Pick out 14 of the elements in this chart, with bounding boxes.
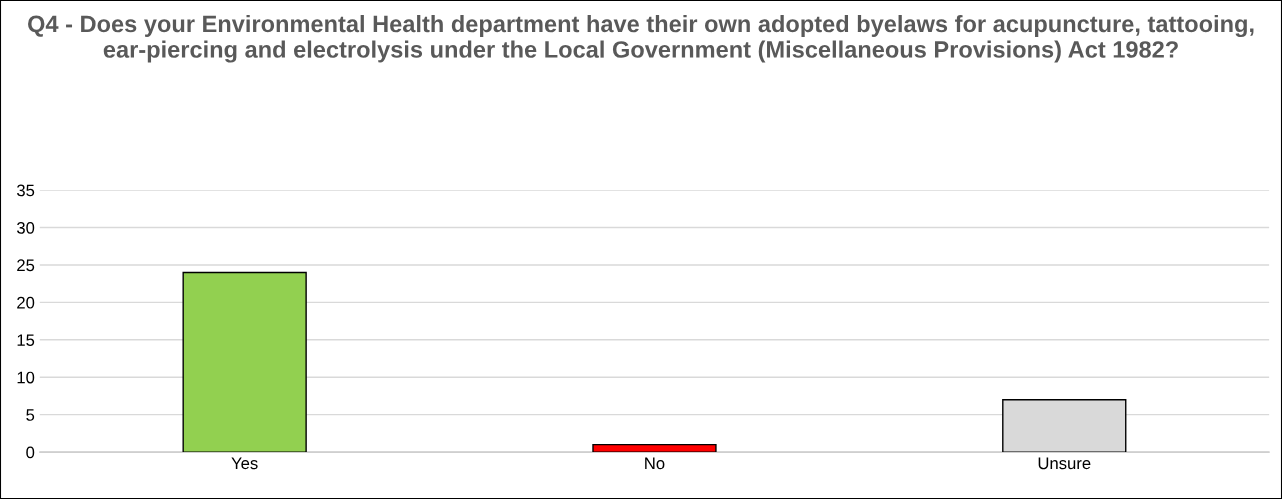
y-tick-label: 25 bbox=[17, 259, 35, 272]
x-tick-label: No bbox=[645, 457, 665, 470]
chart-title: Q4 - Does your Environmental Health department have their own adopted byelaws for acupuncture, tattooing, ear-piercing and electrolysis under the Local Government (Miscellaneous Provisions) Act 1982? bbox=[28, 14, 1254, 63]
y-tick-label: 35 bbox=[16, 184, 35, 197]
y-tick-label: 10 bbox=[17, 371, 35, 384]
x-tick-label: Yes bbox=[231, 457, 258, 470]
bar bbox=[592, 443, 717, 453]
y-tick-label: 0 bbox=[26, 446, 35, 459]
y-tick-label: 15 bbox=[17, 334, 35, 347]
bar bbox=[182, 271, 307, 453]
x-tick-label: Unsure bbox=[1038, 457, 1091, 470]
y-tick-label: 5 bbox=[26, 409, 35, 421]
y-tick-label: 30 bbox=[16, 221, 35, 234]
y-tick-label: 20 bbox=[17, 296, 35, 309]
